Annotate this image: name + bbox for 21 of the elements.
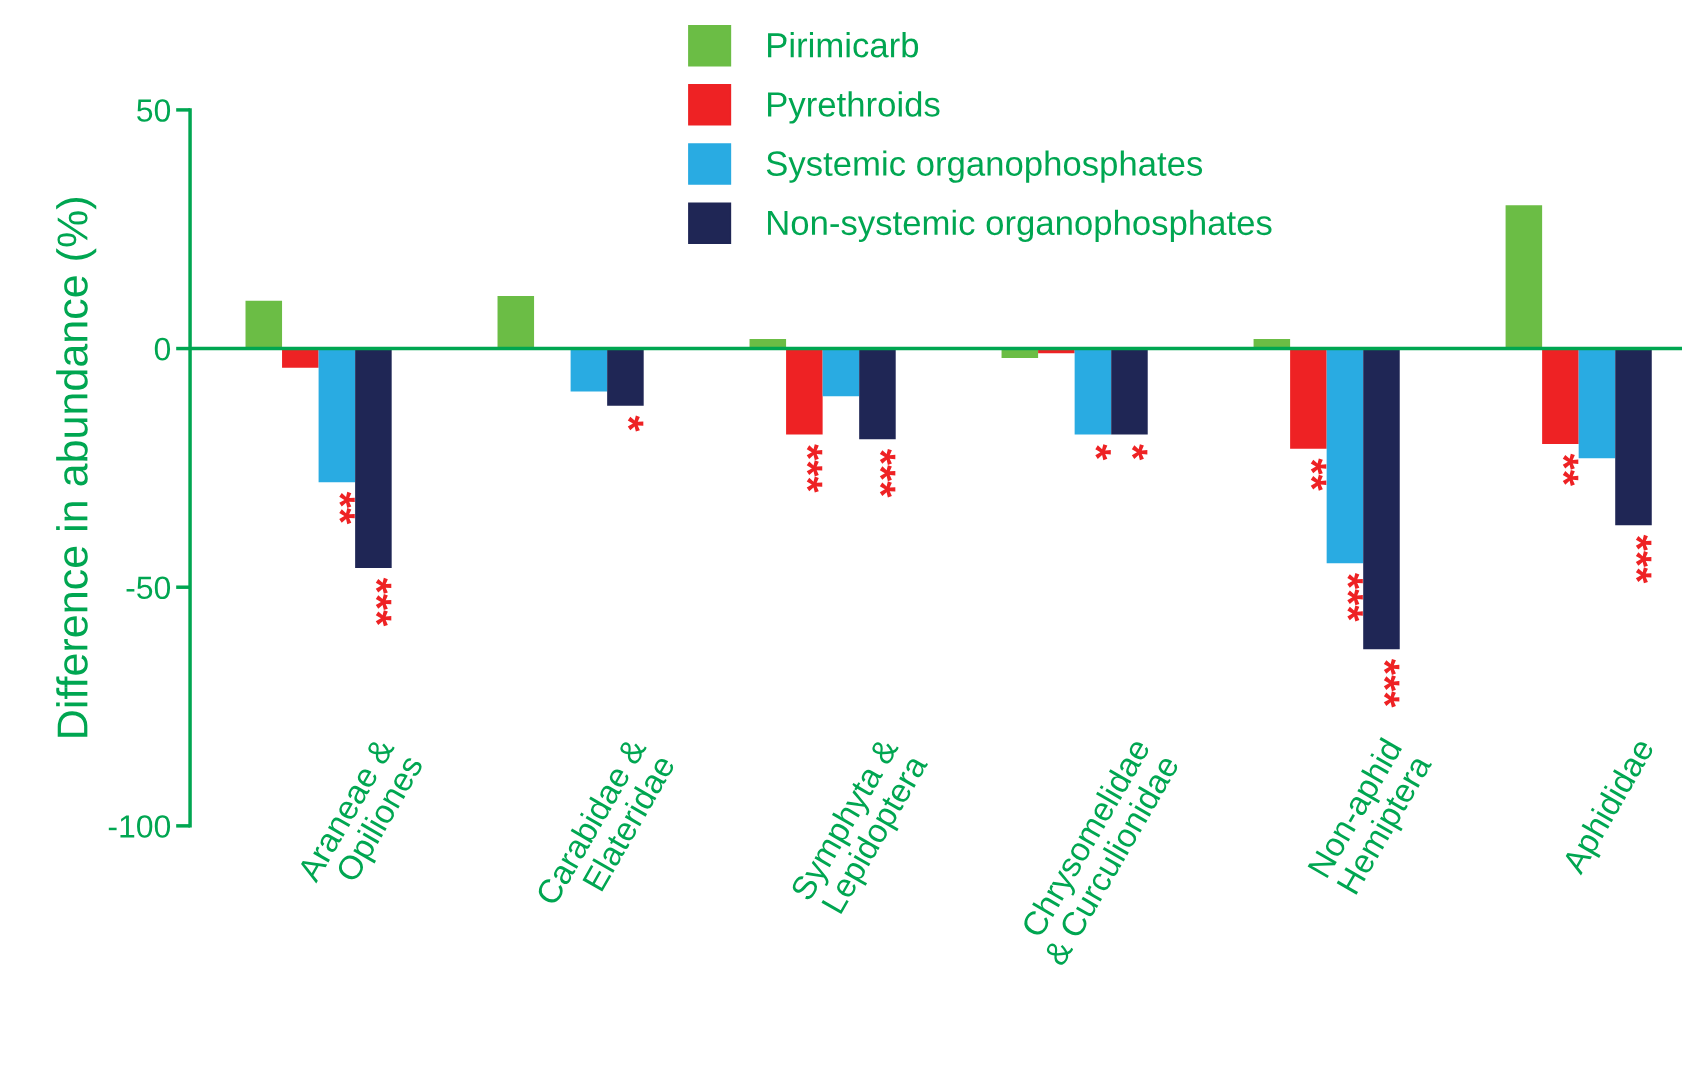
annotation: * — [1131, 444, 1148, 461]
annotation: *** — [375, 577, 392, 627]
annotation: * — [627, 415, 644, 432]
annotation: * — [1095, 444, 1111, 461]
legend-label: Pirimicarb — [768, 32, 919, 58]
annotation: *** — [806, 444, 823, 493]
annotation: *** — [879, 448, 896, 498]
y-tick-label: -50 — [126, 576, 171, 600]
annotation: *** — [1635, 534, 1652, 584]
y-tick-label: 0 — [154, 337, 171, 361]
annotation: *** — [1347, 573, 1363, 622]
annotation: ** — [1562, 453, 1579, 486]
y-tick-label: 50 — [137, 99, 171, 122]
legend-label: Systemic organophosphates — [766, 150, 1203, 183]
annotation: *** — [1383, 658, 1400, 708]
legend-label: Pyrethroids — [768, 91, 940, 124]
y-tick-label: -100 — [108, 815, 171, 838]
legend-label: Non-systemic organophosphates — [768, 209, 1272, 243]
y-axis-title: Difference in abundance (%) — [56, 198, 97, 737]
annotation: ** — [339, 491, 355, 525]
annotation: ** — [1310, 458, 1327, 491]
